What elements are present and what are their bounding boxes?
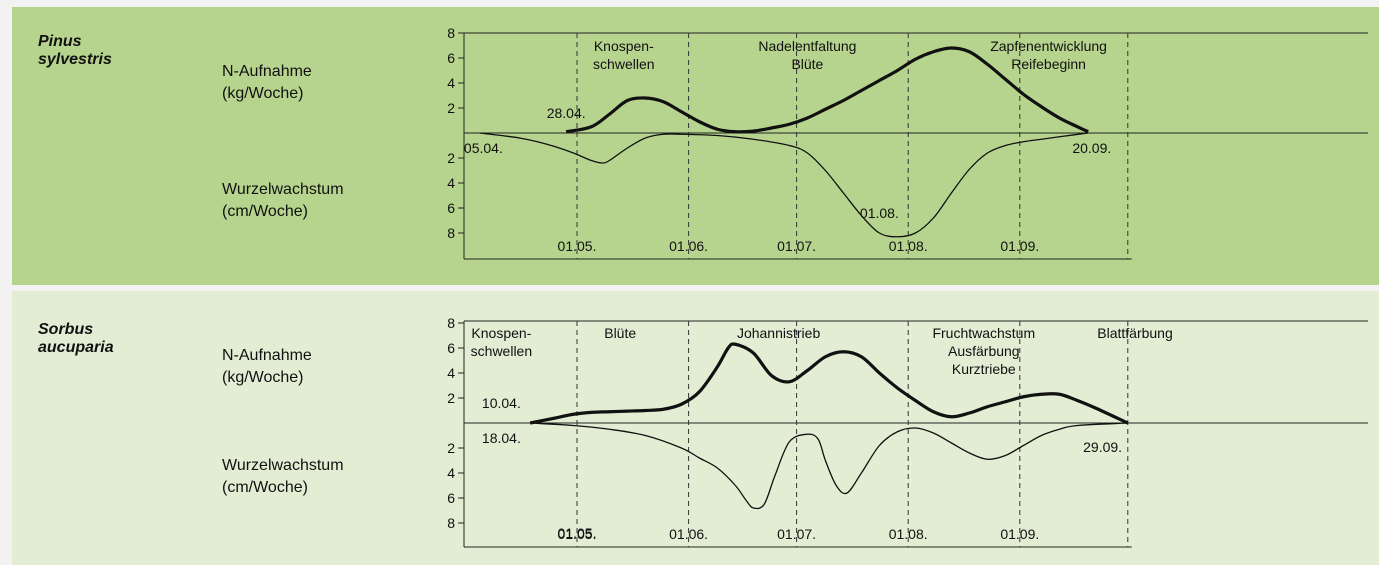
y-axis-label-lower: Wurzelwachstum (cm/Woche) bbox=[222, 179, 344, 223]
y-tick-label: 8 bbox=[447, 225, 455, 241]
phase-label: Knospen- bbox=[594, 38, 654, 54]
phase-label: Zapfenentwicklung bbox=[990, 38, 1107, 54]
y-label-lower-unit: (cm/Woche) bbox=[222, 479, 308, 496]
y-label-lower-line: Wurzelwachstum bbox=[222, 181, 344, 198]
phase-label: schwellen bbox=[471, 343, 532, 359]
y-label-lower-unit: (cm/Woche) bbox=[222, 203, 308, 220]
x-tick-label: 01.08. bbox=[889, 238, 928, 254]
date-annotation: 20.09. bbox=[1072, 140, 1111, 156]
date-annotation: 18.04. bbox=[482, 430, 521, 446]
date-annotation: 10.04. bbox=[482, 395, 521, 411]
y-tick-label: 6 bbox=[447, 340, 455, 356]
y-tick-label: 6 bbox=[447, 490, 455, 506]
species-epithet: aucuparia bbox=[38, 339, 114, 356]
y-axis-label-upper: N-Aufnahme (kg/Woche) bbox=[222, 61, 312, 105]
y-tick-label: 8 bbox=[447, 315, 455, 331]
y-tick-label: 6 bbox=[447, 200, 455, 216]
date-annotation: 05.04. bbox=[464, 140, 503, 156]
phase-label: Blüte bbox=[604, 325, 636, 341]
phase-label: Nadelentfaltung bbox=[758, 38, 856, 54]
species-label: Pinus sylvestris bbox=[38, 33, 112, 69]
date-annotation: 29.09. bbox=[1083, 439, 1122, 455]
phase-label: Kurztriebe bbox=[952, 361, 1016, 377]
phase-label: Ausfärbung bbox=[948, 343, 1020, 359]
y-label-upper-line: N-Aufnahme bbox=[222, 347, 312, 364]
x-tick-label: 01.08. bbox=[889, 526, 928, 542]
species-epithet: sylvestris bbox=[38, 51, 112, 68]
y-tick-label: 2 bbox=[447, 390, 455, 406]
phase-label: Johannistrieb bbox=[737, 325, 820, 341]
x-tick-label: 01.06. bbox=[669, 526, 708, 542]
phase-label: Knospen- bbox=[471, 325, 531, 341]
panel-pinus: Pinus sylvestris N-Aufnahme (kg/Woche) W… bbox=[12, 7, 1379, 285]
x-tick-label: 01.07. bbox=[777, 238, 816, 254]
y-label-upper-unit: (kg/Woche) bbox=[222, 85, 304, 102]
y-tick-label: 2 bbox=[447, 100, 455, 116]
y-label-lower-line: Wurzelwachstum bbox=[222, 457, 344, 474]
y-tick-label: 4 bbox=[447, 465, 455, 481]
y-tick-label: 8 bbox=[447, 25, 455, 41]
y-tick-label: 4 bbox=[447, 75, 455, 91]
series-line-wurzelwachstum bbox=[479, 132, 1089, 238]
y-tick-label: 8 bbox=[447, 515, 455, 531]
y-axis-label-upper: N-Aufnahme (kg/Woche) bbox=[222, 345, 312, 389]
date-annotation: 01.08. bbox=[860, 205, 899, 221]
x-tick-label: 01.06. bbox=[669, 238, 708, 254]
x-tick-label: 01.07. bbox=[777, 526, 816, 542]
chart-sorbus: 8 6 4 2 2 4 6 8 01.05. 01.06. 01.07. 01.08. 01.09. Kn… bbox=[447, 315, 1368, 548]
y-label-upper-line: N-Aufnahme bbox=[222, 63, 312, 80]
y-tick-label: 4 bbox=[447, 365, 455, 381]
phase-label: Fruchtwachstum bbox=[932, 325, 1035, 341]
y-tick-label: 4 bbox=[447, 175, 455, 191]
y-tick-label: 2 bbox=[447, 150, 455, 166]
species-label: Sorbus aucuparia bbox=[38, 321, 114, 357]
series-line-n-aufnahme bbox=[529, 342, 1129, 425]
chart-pinus: 8 6 4 2 2 4 6 8 01.05. 01.06. 01.07. 01.08. 01.09. Kn… bbox=[447, 25, 1368, 260]
y-label-upper-unit: (kg/Woche) bbox=[222, 369, 304, 386]
species-genus: Sorbus bbox=[38, 321, 94, 338]
x-tick-label: 01.09. bbox=[1000, 526, 1039, 542]
series-line-wurzelwachstum bbox=[530, 422, 1128, 510]
x-tick-label: 01.09. bbox=[1000, 238, 1039, 254]
panel-sorbus: Sorbus aucuparia N-Aufnahme (kg/Woche) W… bbox=[12, 291, 1379, 565]
y-tick-label: 6 bbox=[447, 50, 455, 66]
series-line-n-aufnahme bbox=[565, 46, 1089, 134]
phase-label: Blüte bbox=[791, 56, 823, 72]
x-tick-label: 01.05. bbox=[558, 526, 597, 542]
x-tick-label: 01.05. bbox=[558, 238, 597, 254]
phase-label: Blattfärbung bbox=[1097, 325, 1173, 341]
date-annotation: 28.04. bbox=[547, 105, 586, 121]
date-annotation: 01.05. bbox=[558, 525, 597, 541]
phase-label: Reifebeginn bbox=[1011, 56, 1086, 72]
y-tick-label: 2 bbox=[447, 440, 455, 456]
phase-label: schwellen bbox=[593, 56, 654, 72]
y-axis-label-lower: Wurzelwachstum (cm/Woche) bbox=[222, 455, 344, 499]
species-genus: Pinus bbox=[38, 33, 82, 50]
